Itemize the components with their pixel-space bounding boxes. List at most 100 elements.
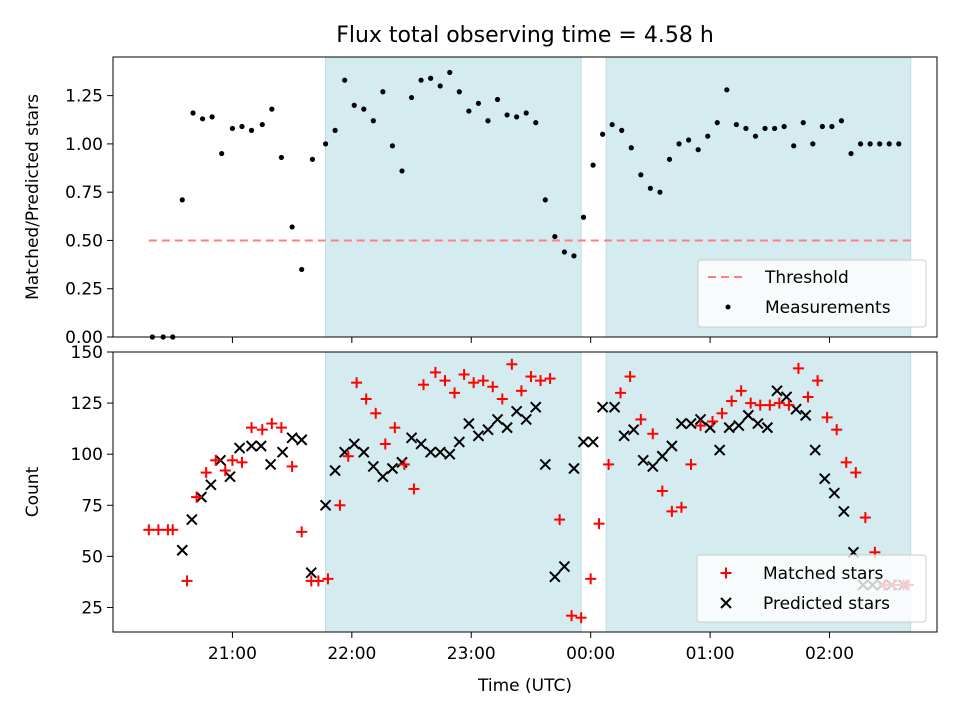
predicted-point [255, 440, 267, 452]
measurement-point [619, 127, 625, 133]
measurement-point [299, 266, 305, 273]
predicted-point [434, 446, 446, 458]
legend-plus-marker [720, 567, 732, 579]
predicted-point [415, 438, 427, 450]
matched-point [666, 505, 678, 517]
x-stroke-b [491, 413, 504, 426]
measurement-point [342, 77, 348, 83]
x-stroke-b [501, 421, 513, 434]
matched-point [200, 467, 212, 479]
bottom-axes: 25 50 75 100 125 150 21:00 22:00 23:00 00:00 01:0… [23, 343, 938, 696]
measurement-point [638, 172, 644, 178]
predicted-point [405, 432, 418, 444]
x-stroke-b [838, 505, 850, 518]
matched-point [635, 413, 647, 425]
measurement-point [428, 75, 434, 81]
measurement-point [800, 120, 806, 126]
matched-point [351, 377, 363, 389]
predicted-point [386, 462, 399, 475]
matched-point [458, 368, 470, 380]
matched-point [342, 450, 354, 462]
predicted-point [205, 479, 217, 491]
measurement-point [309, 156, 316, 162]
x-tick-label: 21:00 [208, 644, 257, 664]
legend-matched-label: Matched stars [763, 564, 883, 584]
predicted-point [838, 505, 850, 518]
matched-point [859, 512, 871, 524]
predicted-point [733, 419, 745, 432]
predicted-point [264, 458, 277, 471]
top-axes: 0.00 0.25 0.50 0.75 1.00 1.25 Matched/Predict… [23, 56, 938, 348]
x-stroke-b [415, 438, 427, 450]
matched-point [515, 385, 527, 397]
predicted-point [819, 473, 831, 485]
measurement-point [590, 162, 596, 168]
matched-point [167, 524, 179, 536]
measurement-point [289, 224, 295, 230]
measurement-point [370, 118, 376, 124]
measurement-point [657, 189, 663, 195]
x-tick-label: 00:00 [566, 644, 615, 664]
bottom-y-ticks: 25 50 75 100 125 150 [71, 343, 113, 618]
x-stroke-b [720, 597, 732, 609]
x-stroke-b [472, 430, 485, 442]
legend-matched-swatch [720, 567, 732, 579]
x-stroke-b [295, 434, 308, 446]
x-stroke-b [742, 409, 755, 422]
matched-point [152, 524, 164, 536]
matched-point [389, 422, 401, 434]
measurement-point [724, 87, 730, 93]
matched-point [603, 458, 615, 470]
matched-point [312, 575, 324, 587]
matched-point [764, 399, 776, 411]
matched-point [525, 371, 537, 383]
predicted-point [530, 401, 542, 413]
matched-point [286, 460, 298, 472]
matched-point [554, 514, 566, 526]
x-stroke-b [424, 446, 437, 458]
matched-point [236, 456, 248, 468]
x-stroke-b [377, 470, 389, 483]
measurement-point [705, 133, 711, 139]
x-stroke-b [329, 464, 341, 477]
predicted-point [742, 409, 755, 422]
matched-point [840, 456, 852, 468]
x-stroke-b [799, 409, 812, 422]
predicted-point [647, 460, 659, 473]
measurement-point [514, 114, 520, 120]
measurement-point [743, 125, 749, 132]
predicted-point [799, 409, 812, 422]
measurement-point [580, 214, 587, 220]
x-tick-label: 23:00 [447, 644, 496, 664]
measurement-point [877, 141, 883, 147]
matched-point [226, 454, 238, 466]
measurement-point [762, 125, 768, 132]
x-stroke-b [434, 446, 446, 458]
measurement-point [819, 123, 825, 130]
predicted-point [319, 499, 332, 511]
predicted-point [713, 444, 726, 456]
x-tick-label: 22:00 [327, 644, 376, 664]
matched-point [593, 518, 605, 530]
observing-window-1 [325, 56, 582, 338]
x-stroke-b [549, 571, 561, 583]
chart-title: Flux total observing time = 4.58 h [336, 23, 714, 48]
x-axis-label: Time (UTC) [477, 676, 572, 696]
bottom-legend-box [696, 554, 927, 623]
predicted-point [358, 446, 370, 458]
predicted-point [348, 438, 360, 450]
count-points [143, 358, 914, 624]
measurement-point [838, 118, 845, 124]
measurement-point [248, 127, 255, 133]
matched-point [735, 385, 747, 397]
x-stroke-b [444, 448, 456, 460]
measurement-point [676, 141, 682, 147]
x-stroke-b [780, 391, 793, 403]
x-stroke-b [255, 440, 267, 452]
x-stroke-b [819, 473, 831, 485]
measurement-point [733, 121, 739, 128]
matched-point [408, 483, 420, 495]
measurement-point [609, 121, 615, 128]
predicted-point [618, 430, 630, 442]
x-stroke-b [694, 413, 707, 426]
